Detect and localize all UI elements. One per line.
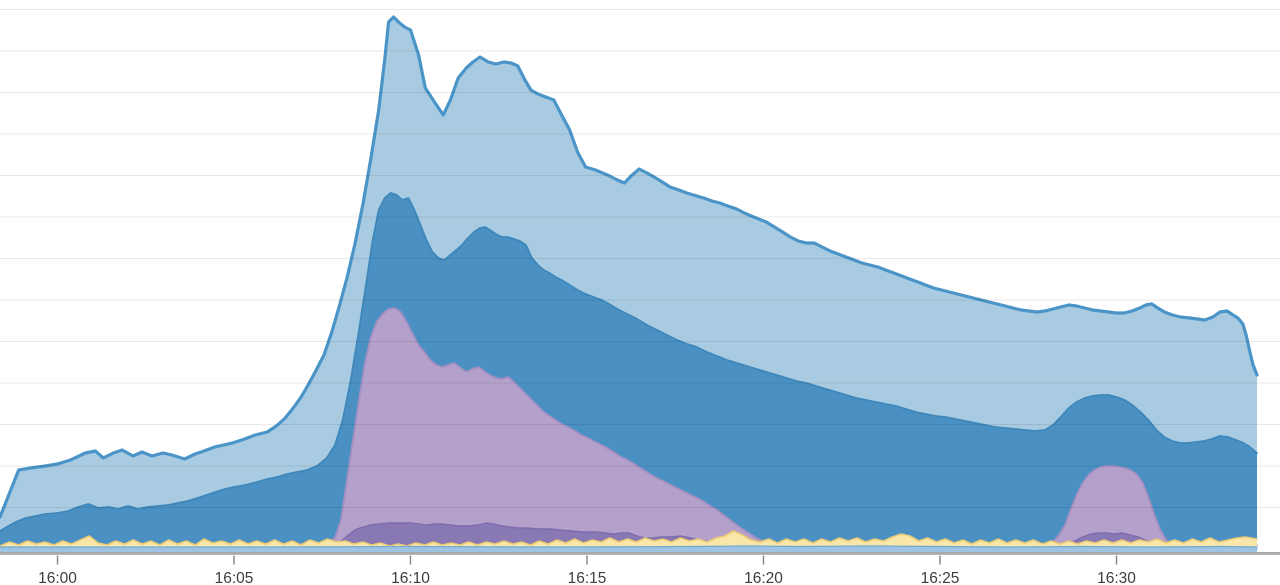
area-light-purple [0, 308, 1257, 552]
x-axis-label: 16:15 [568, 570, 607, 585]
x-axis-label: 16:25 [921, 570, 960, 585]
line-light-blue-strip [0, 545, 1258, 548]
line-medium-blue [0, 192, 1258, 532]
line-dark-purple [0, 522, 1258, 550]
line-yellow [0, 530, 1258, 547]
x-axis-label: 16:30 [1097, 570, 1136, 585]
line-light-blue-total [0, 15, 1259, 519]
x-axis-label: 16:05 [215, 570, 254, 585]
area-light-blue-strip [0, 546, 1257, 552]
x-axis-line [0, 552, 1280, 555]
area-dark-purple [0, 523, 1257, 552]
line-light-purple [0, 307, 1258, 547]
x-axis-label: 16:10 [391, 570, 430, 585]
area-medium-blue [0, 193, 1257, 552]
x-axis-label: 16:20 [744, 570, 783, 585]
x-axis-label: 16:00 [38, 570, 77, 585]
